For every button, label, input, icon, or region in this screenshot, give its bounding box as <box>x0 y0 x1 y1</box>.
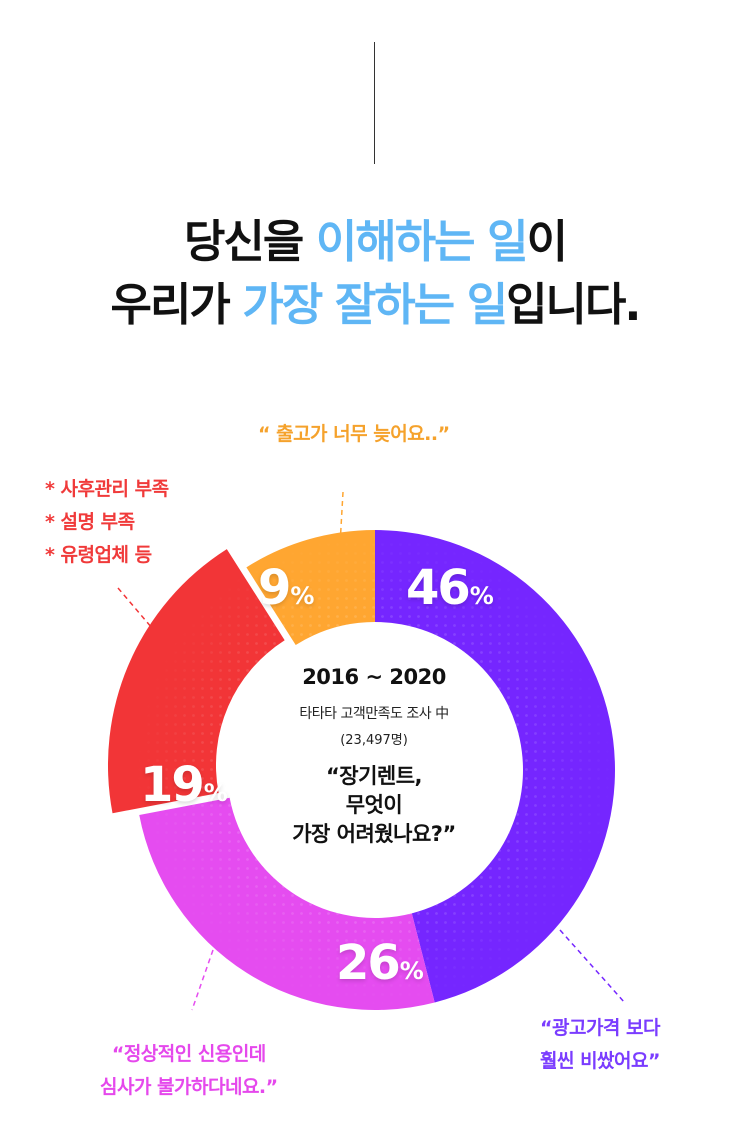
headline-line-2: 우리가 가장 잘하는 일입니다. <box>0 268 750 333</box>
donut-slice-texture <box>107 549 285 814</box>
headline-text: 우리가 <box>110 278 243 331</box>
headline-highlight: 이해하는 일 <box>315 215 529 268</box>
donut-slice-texture <box>139 797 435 1010</box>
survey-title: 타타타 고객만족도 조사 中 <box>299 706 449 722</box>
callout-line: * 유령업체 등 <box>45 544 152 566</box>
survey-question: “장기렌트, 무엇이 가장 어려웠나요?” <box>274 762 474 849</box>
callout-line: * 설명 부족 <box>45 511 135 533</box>
question-line: 가장 어려웠나요?” <box>292 822 456 846</box>
question-line: “장기렌트, <box>325 764 423 788</box>
callout-leader-line <box>191 949 214 1011</box>
headline-line-1: 당신을 이해하는 일이 <box>0 205 750 270</box>
donut-slice-texture <box>246 530 375 646</box>
callout-leader-line <box>117 587 153 629</box>
headline-text: 입니다. <box>506 278 641 331</box>
pct-label-19: 19% <box>140 757 228 813</box>
headline-highlight: 가장 잘하는 일 <box>242 278 508 331</box>
callout-line: * 사후관리 부족 <box>45 478 169 500</box>
pct-label-9: 9% <box>258 560 314 616</box>
headline-text: 이 <box>526 215 568 268</box>
donut-slice-texture <box>375 530 616 1003</box>
callout-line: “ 출고가 너무 늦어요..” <box>258 423 450 445</box>
survey-years: 2016 ~ 2020 <box>302 665 446 689</box>
callout-line: “정상적인 신용인데 <box>111 1043 266 1065</box>
callout-line: “광고가격 보다 <box>540 1017 660 1039</box>
pct-label-46: 46% <box>406 560 494 616</box>
headline-text: 당신을 <box>184 215 316 268</box>
callout-red: * 사후관리 부족 * 설명 부족 * 유령업체 등 <box>45 473 169 572</box>
respondent-count: (23,497명) <box>340 733 408 748</box>
callout-orange: “ 출고가 너무 늦어요..” <box>258 418 450 451</box>
callout-line: 심사가 불가하다네요.” <box>100 1076 278 1098</box>
pct-label-26: 26% <box>336 935 424 991</box>
callout-line: 훨씬 비쌌어요” <box>540 1050 660 1072</box>
top-divider-line <box>374 42 375 164</box>
question-line: 무엇이 <box>345 793 403 817</box>
callout-pink: “정상적인 신용인데 심사가 불가하다네요.” <box>100 1038 278 1104</box>
callout-leader-line <box>559 929 626 1004</box>
callout-purple: “광고가격 보다 훨씬 비쌌어요” <box>540 1012 660 1078</box>
chart-center-info: 2016 ~ 2020 타타타 고객만족도 조사 中 (23,497명) “장기… <box>274 665 474 849</box>
